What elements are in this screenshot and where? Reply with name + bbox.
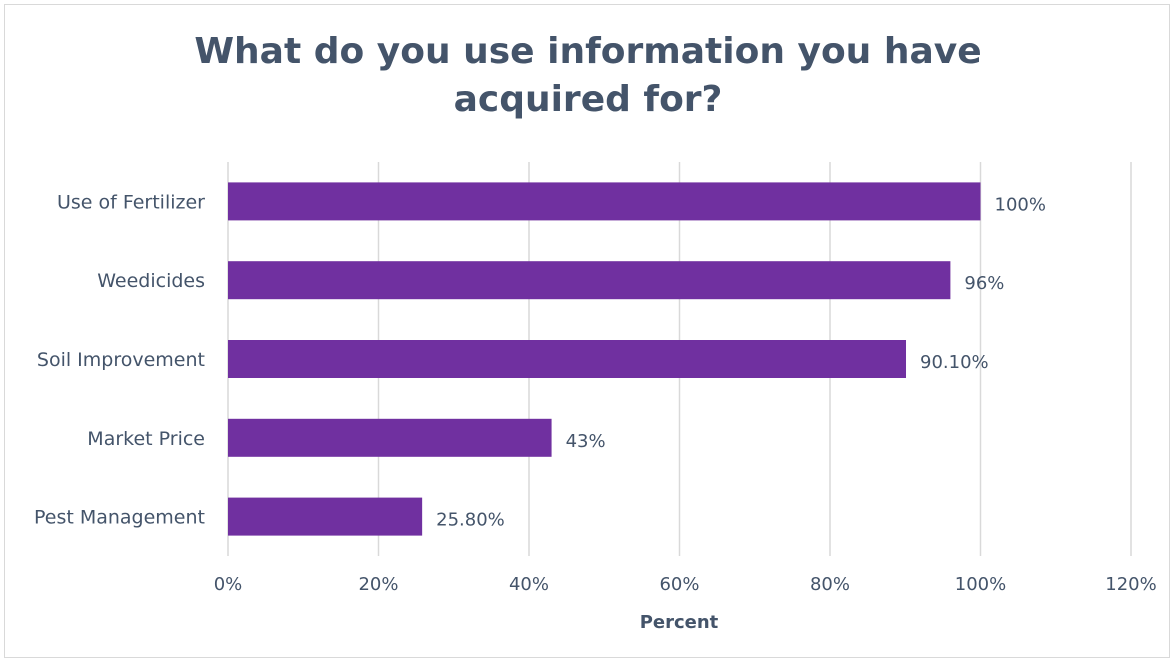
x-tick-label: 80% xyxy=(810,574,850,595)
data-label: 100% xyxy=(995,194,1046,215)
bars xyxy=(228,182,981,536)
chart-title-text: What do you use information you have acq… xyxy=(194,31,982,120)
x-tick-label: 20% xyxy=(358,574,398,595)
chart-frame xyxy=(4,4,1170,658)
data-label: 96% xyxy=(964,273,1004,294)
x-tick-label: 60% xyxy=(659,574,699,595)
x-tick-label: 0% xyxy=(214,574,243,595)
category-label: Use of Fertilizer xyxy=(57,191,205,213)
category-label: Soil Improvement xyxy=(37,349,205,371)
bar xyxy=(228,418,552,457)
bar xyxy=(228,182,981,221)
category-label: Weedicides xyxy=(97,270,205,292)
bar xyxy=(228,340,907,378)
bar xyxy=(228,261,951,300)
x-tick-label: 40% xyxy=(509,574,549,595)
chart-title: What do you use information you have acq… xyxy=(0,28,1176,124)
labels: 0% 20% 40% 60% 80% 100% 120% Use of Fertilizer 1… xyxy=(34,191,1157,595)
x-axis-title: Percent xyxy=(640,612,719,633)
category-label: Pest Management xyxy=(34,507,205,529)
data-label: 90.10% xyxy=(920,352,989,373)
x-tick-label: 120% xyxy=(1105,574,1156,595)
x-tick-label: 100% xyxy=(955,574,1006,595)
data-label: 43% xyxy=(566,431,606,452)
bar xyxy=(228,497,423,536)
category-label: Market Price xyxy=(87,428,205,450)
data-label: 25.80% xyxy=(436,510,505,531)
